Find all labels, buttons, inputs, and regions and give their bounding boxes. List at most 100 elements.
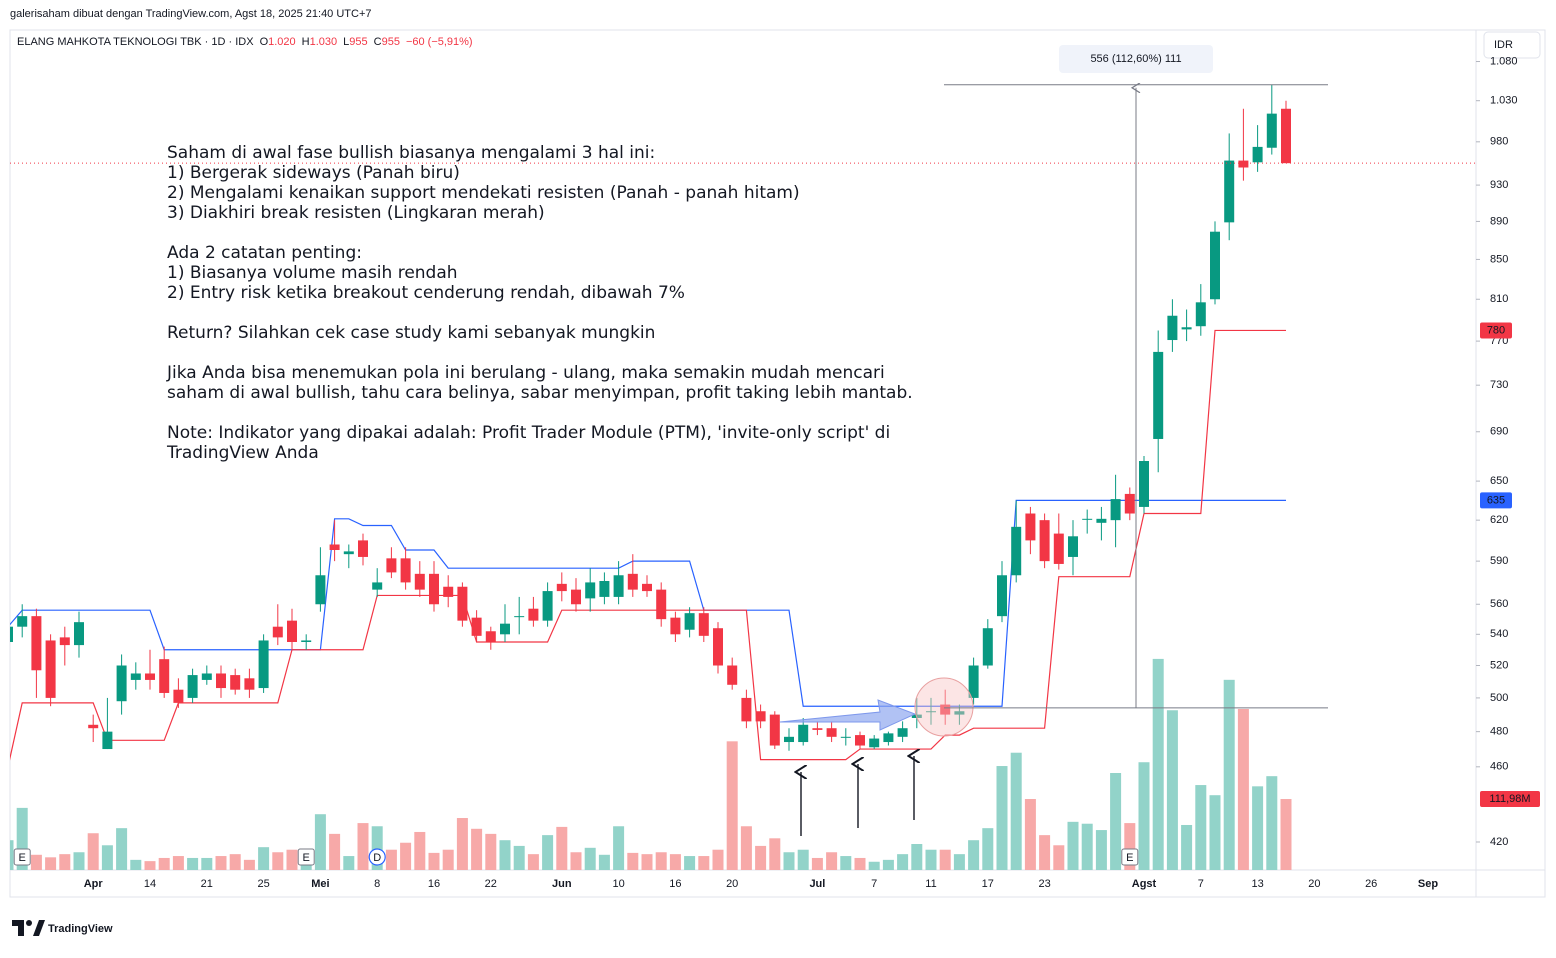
x-tick-label: 10 <box>612 878 624 890</box>
x-tick-label: 22 <box>485 878 497 890</box>
logo-mark <box>12 920 24 936</box>
candle-body <box>216 673 226 689</box>
candle-body <box>429 573 439 605</box>
volume-bar <box>258 847 270 870</box>
volume-bar <box>172 856 184 870</box>
annotation: Saham di awal fase bullish biasanya meng… <box>166 143 913 463</box>
volume-bar <box>1181 824 1193 870</box>
x-tick-label: 25 <box>257 878 269 890</box>
volume-bar <box>996 766 1008 870</box>
x-tick-label: 7 <box>1198 878 1204 890</box>
candle-body <box>514 616 525 618</box>
volume-bar <box>1166 710 1178 870</box>
candle-body <box>1110 499 1121 521</box>
currency-button[interactable] <box>1483 31 1541 59</box>
volume-bar <box>1010 752 1022 870</box>
volume-bar <box>272 852 284 870</box>
volume-bar <box>144 861 156 870</box>
volume-bar <box>1039 835 1051 870</box>
volume-bar <box>584 847 596 870</box>
candle-body <box>1124 493 1135 514</box>
candle-body <box>301 640 312 642</box>
volume-bar <box>953 854 965 870</box>
volume-bar <box>400 842 412 870</box>
candle-body <box>1082 518 1093 520</box>
annotation-line: Ada 2 catatan penting: <box>167 243 362 263</box>
volume-bar <box>485 833 497 870</box>
candle-body <box>869 738 880 748</box>
y-tick-label: 650 <box>1490 475 1508 487</box>
volume-bar <box>840 856 852 870</box>
candle-body <box>855 735 865 746</box>
annotation-line: 3) Diakhiri break resisten (Lingkaran me… <box>167 203 545 223</box>
candle-body <box>698 613 709 636</box>
candle-body <box>145 673 155 680</box>
y-tick-label: 460 <box>1490 761 1508 773</box>
candle-body <box>826 728 837 737</box>
candle-body <box>88 724 99 729</box>
candle-body <box>386 558 397 573</box>
candle-body <box>613 575 624 597</box>
candle-body <box>1011 526 1022 576</box>
volume-bar <box>797 849 809 870</box>
candle-body <box>1181 327 1192 330</box>
ohlc-value: 1.020 <box>268 36 296 48</box>
candle-body <box>656 589 667 620</box>
annotation-line: 2) Entry risk ketika breakout cenderung … <box>167 283 685 303</box>
volume-bar <box>471 828 483 870</box>
annotation-line: Note: Indikator yang dipakai adalah: Pro… <box>167 423 890 443</box>
annotation-line: 1) Bergerak sideways (Panah biru) <box>167 163 460 183</box>
y-tick-label: 810 <box>1490 293 1508 305</box>
y-tick-label: 890 <box>1490 215 1508 227</box>
volume-bar <box>45 857 57 870</box>
volume-bar <box>215 856 227 870</box>
candle-body <box>599 580 610 597</box>
currency-label[interactable]: IDR <box>1494 39 1513 51</box>
candle-body <box>1068 536 1078 557</box>
volume-bar <box>59 854 71 870</box>
candle-body <box>798 724 809 743</box>
event-marker <box>368 848 386 866</box>
volume-bar <box>286 849 298 870</box>
volume-bar <box>87 833 99 870</box>
x-tick-label: Apr <box>84 878 104 890</box>
event-marker <box>297 848 315 866</box>
volume-bar <box>698 856 710 870</box>
event-marker <box>1121 848 1139 866</box>
candle-body <box>457 586 468 621</box>
candle-body <box>187 675 198 698</box>
volume-bar <box>1252 786 1264 870</box>
candle-body <box>45 640 56 698</box>
ohlc-key: L <box>343 36 349 48</box>
candle-body <box>102 731 113 750</box>
watermark: galerisaham dibuat dengan TradingView.co… <box>10 8 372 20</box>
volume-bar <box>925 849 937 870</box>
x-tick-label: 8 <box>374 878 380 890</box>
volume-bar <box>343 856 355 870</box>
x-tick-label: 20 <box>1308 878 1320 890</box>
y-tick-label: 850 <box>1490 253 1508 265</box>
candle-body <box>1195 302 1206 327</box>
candle-body <box>713 628 723 666</box>
y-tick-label: 1.080 <box>1490 55 1518 67</box>
ohlc-value: 955 <box>349 36 367 48</box>
plot-area <box>10 84 1476 870</box>
candle-body <box>755 711 766 722</box>
volume-bar <box>769 838 781 870</box>
volume-bar <box>1110 773 1122 870</box>
candle-body <box>400 558 411 583</box>
volume-bar <box>101 845 113 870</box>
candle-body <box>315 575 326 605</box>
volume-bar <box>1195 785 1207 870</box>
x-tick-label: Jul <box>809 878 825 890</box>
measure-label: 556 (112,60%) 111 <box>1090 53 1181 65</box>
x-tick-label: 16 <box>669 878 681 890</box>
y-tick-label: 1.030 <box>1490 95 1518 107</box>
volume-bar <box>201 857 213 870</box>
volume-bar <box>116 828 128 870</box>
logo-mark <box>26 920 32 926</box>
candle-body <box>116 665 127 702</box>
volume-bar <box>1266 776 1278 870</box>
candle-body <box>443 586 454 597</box>
